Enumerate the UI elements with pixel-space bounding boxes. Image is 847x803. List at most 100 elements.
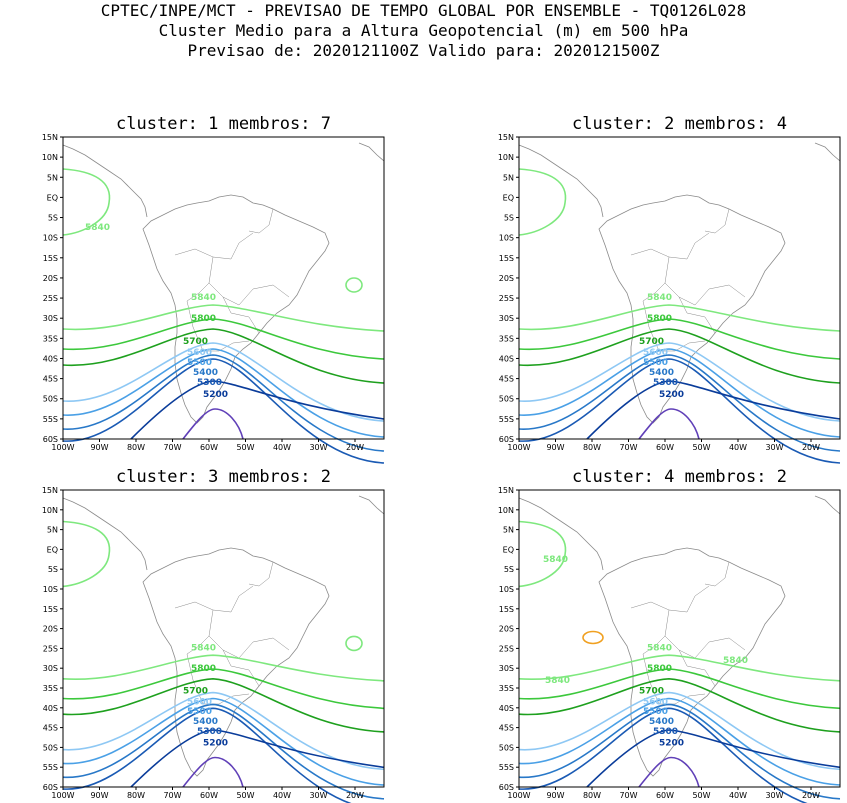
latitude-tick-label: 30S [43,664,58,673]
contour-label: 5800 [191,664,216,674]
contour-label: 5500 [187,358,212,368]
latitude-tick-label: 5N [47,526,58,535]
latitude-tick-label: EQ [47,545,58,554]
contour-5100 [638,408,700,440]
latitude-tick-label: 15S [499,254,514,263]
contour-5600 [62,691,385,771]
contour-label: 5300 [197,727,222,737]
latitude-tick-label: 35S [43,334,58,343]
contour-5880-closed [582,630,604,645]
contour-5700 [518,677,841,733]
longitude-axis: 100W 90W 80W 70W 60W 50W 40W 30W 20W [51,439,364,452]
contour-label: 5400 [649,368,674,378]
latitude-tick-label: 10S [499,234,514,243]
contour-label: 5840 [647,643,672,653]
latitude-tick-label: 10S [43,234,58,243]
country-border [208,609,240,659]
contour-label: 5400 [649,717,674,727]
latitude-tick-label: 15N [42,133,58,142]
latitude-tick-label: 5S [504,214,514,223]
map-frame [518,489,841,788]
longitude-axis: 100W 90W 80W 70W 60W 50W 40W 30W 20W [507,787,820,800]
contour-5200 [130,380,385,440]
map-frame [62,489,385,788]
contour-5600 [518,342,841,422]
latitude-axis: 15N 10N 5N EQ 5S 10S 15S 20S 25S 30S 35S 40S 45S 50S 5… [498,133,519,444]
latitude-axis: 15N 10N 5N EQ 5S 10S 15S 20S 25S 30S 35S 40S 45S 50S 5… [42,133,63,444]
central-america-coastline [62,497,148,571]
longitude-tick-label: 90W [546,443,564,452]
coastline-group [62,495,385,777]
longitude-tick-label: 80W [583,443,601,452]
latitude-tick-label: 35S [499,684,514,693]
contour-5840-tropical [518,168,567,236]
contour-label: 5840 [723,656,748,666]
contour-5200 [586,729,841,788]
contour-label: 5700 [639,337,664,347]
latitude-tick-label: EQ [503,193,514,202]
contour-label: 5300 [653,727,678,737]
latitude-tick-label: 40S [43,354,58,363]
map-frame [518,136,841,440]
longitude-tick-label: 20W [802,443,820,452]
longitude-tick-label: 50W [692,443,710,452]
latitude-tick-label: 25S [499,294,514,303]
contour-5500 [62,697,385,786]
contour-label: 5300 [653,378,678,388]
contour-label: 5300 [197,378,222,388]
longitude-tick-label: 30W [765,791,783,800]
longitude-tick-label: 40W [273,443,291,452]
latitude-tick-label: 15N [498,486,514,495]
longitude-tick-label: 60W [656,791,674,800]
latitude-axis: 15N 10N 5N EQ 5S 10S 15S 20S 25S 30S 35S 40S 45S 50S 5… [42,486,63,792]
contour-label: 5200 [659,739,684,749]
longitude-tick-label: 90W [90,791,108,800]
contour-label: 5400 [193,717,218,727]
contour-label: 5840 [543,555,568,565]
contour-label: 5600 [643,348,668,358]
country-border [238,284,290,306]
contour-label: 5400 [193,368,218,378]
south-america-coastline [598,194,786,424]
contour-5300 [62,707,352,803]
country-border [642,282,666,302]
contour-5700 [62,677,385,733]
longitude-tick-label: 70W [619,443,637,452]
country-border [230,232,254,260]
longitude-tick-label: 40W [729,791,747,800]
contour-5300 [518,707,808,803]
contour-label: 5700 [183,687,208,697]
latitude-tick-label: 40S [499,704,514,713]
country-border [642,300,660,352]
country-border [630,601,688,613]
country-border [642,653,660,705]
longitude-tick-label: 80W [127,791,145,800]
longitude-tick-label: 60W [200,443,218,452]
latitude-tick-label: 25S [43,294,58,303]
country-border [203,340,250,352]
contour-5400 [62,703,385,800]
longitude-tick-label: 60W [200,791,218,800]
longitude-tick-label: 90W [546,791,564,800]
contour-lines [62,168,385,464]
latitude-tick-label: 55S [43,415,58,424]
latitude-tick-label: 45S [43,724,58,733]
latitude-tick-label: 55S [499,763,514,772]
contour-5840-tropical [62,168,111,236]
contour-5500 [62,348,385,438]
latitude-tick-label: 60S [499,783,514,792]
latitude-tick-label: 5N [503,173,514,182]
south-america-coastline [142,194,330,424]
contour-label: 5600 [643,697,668,707]
longitude-axis: 100W 90W 80W 70W 60W 50W 40W 30W 20W [51,787,364,800]
longitude-tick-label: 70W [163,443,181,452]
contour-5100 [182,408,244,440]
contour-label: 5600 [187,697,212,707]
coastline-group [62,142,385,424]
